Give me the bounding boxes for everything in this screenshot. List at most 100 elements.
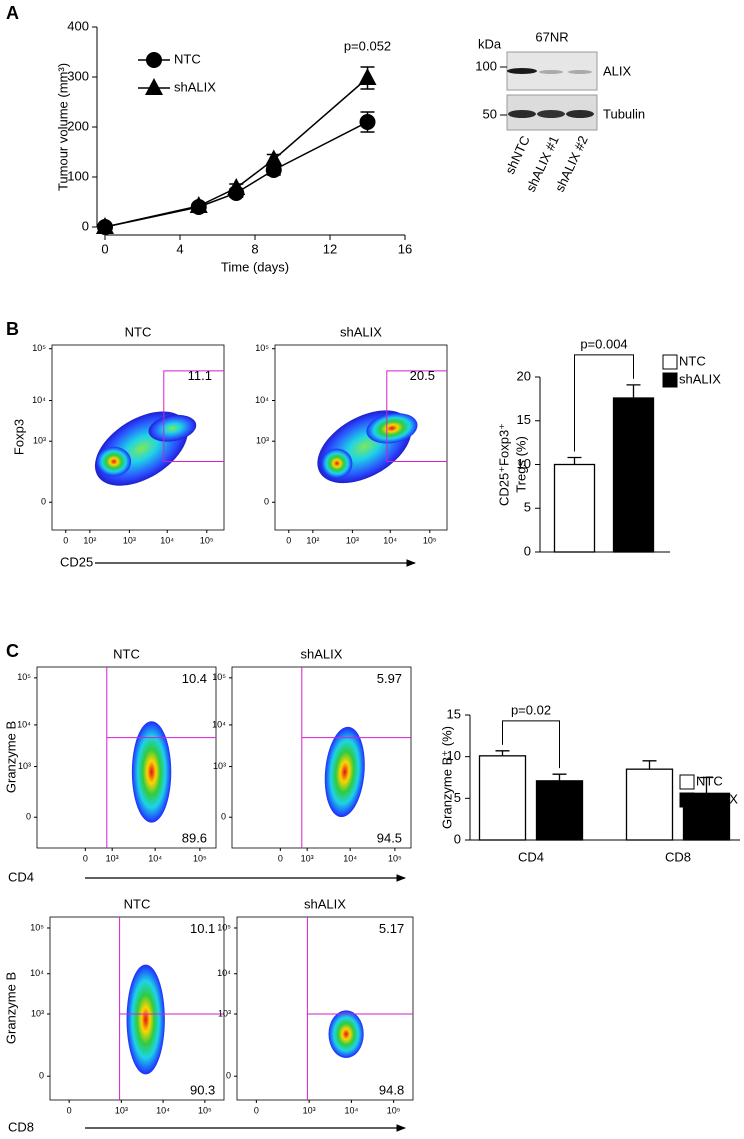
x-tick-label: 0 bbox=[101, 241, 108, 256]
plot-title: NTC bbox=[125, 324, 152, 339]
gate-percent: 5.17 bbox=[379, 921, 404, 936]
significance-bracket bbox=[574, 354, 634, 452]
gate-percent: 94.8 bbox=[379, 1082, 404, 1097]
x-tick-label: 10² bbox=[306, 535, 319, 545]
gate-percent: 10.1 bbox=[190, 921, 215, 936]
x-tick-label: 10⁴ bbox=[156, 1105, 170, 1115]
x-tick-label: 10² bbox=[83, 535, 96, 545]
plot-title: shALIX bbox=[340, 324, 382, 339]
band bbox=[566, 110, 594, 118]
legend-swatch bbox=[662, 354, 678, 370]
y-tick-label: 10⁵ bbox=[17, 672, 31, 682]
y-tick-label: 10⁵ bbox=[217, 922, 231, 932]
panel-label: C bbox=[6, 641, 19, 661]
x-tick-label: 10⁴ bbox=[148, 853, 162, 863]
gate-percent: 10.4 bbox=[182, 671, 207, 686]
error-bar bbox=[552, 773, 567, 781]
legend-label: NTC bbox=[679, 353, 706, 368]
y-tick-label: 10 bbox=[517, 456, 531, 471]
plot-title: NTC bbox=[113, 646, 140, 661]
x-tick-label: 10⁵ bbox=[387, 1105, 401, 1115]
x-tick-label: 8 bbox=[251, 241, 258, 256]
y-tick-label: 10⁵ bbox=[255, 343, 269, 353]
band bbox=[568, 70, 592, 74]
density-cloud bbox=[131, 721, 172, 823]
y-tick-label: 5 bbox=[454, 790, 461, 805]
y-axis-label: Granzyme B bbox=[3, 721, 18, 793]
y-tick-label: 10⁴ bbox=[30, 968, 44, 978]
annotation: p=0.02 bbox=[511, 702, 551, 717]
protein-label: ALIX bbox=[603, 63, 632, 78]
x-tick-label: 0 bbox=[286, 535, 291, 545]
density-cloud bbox=[96, 446, 132, 477]
x-tick-label: 0 bbox=[67, 1105, 72, 1115]
y-axis-label: Tregs (%) bbox=[513, 436, 528, 493]
legend-swatch bbox=[679, 792, 695, 808]
western-blot: kDa 67NR 100 50 ALIX Tubulin shNTC shALI… bbox=[475, 29, 645, 194]
x-tick-label: 10⁵ bbox=[423, 535, 437, 545]
protein-label: Tubulin bbox=[603, 106, 645, 121]
x-tick-label: 4 bbox=[176, 241, 183, 256]
x-tick-label: 10⁴ bbox=[343, 853, 357, 863]
y-tick-label: 10⁴ bbox=[255, 395, 269, 405]
y-axis-label: Granzyme B⁺ (%) bbox=[439, 726, 454, 829]
legend-label: NTC bbox=[174, 51, 201, 66]
y-tick-label: 10³ bbox=[31, 1008, 44, 1018]
series-line bbox=[104, 77, 368, 228]
y-tick-label: 10⁴ bbox=[17, 719, 31, 729]
y-tick-label: 15 bbox=[447, 706, 461, 721]
y-tick-label: 0 bbox=[39, 1071, 44, 1081]
band bbox=[508, 110, 536, 118]
y-tick-label: 0 bbox=[524, 543, 531, 558]
y-axis-label: Foxp3 bbox=[11, 419, 26, 455]
plot-title: shALIX bbox=[304, 896, 346, 911]
x-tick-label: 0 bbox=[254, 1105, 259, 1115]
legend-swatch bbox=[679, 774, 695, 790]
marker bbox=[146, 52, 162, 68]
series-line bbox=[104, 121, 368, 228]
y-tick-label: 10⁴ bbox=[217, 968, 231, 978]
y-tick-label: 100 bbox=[67, 168, 89, 183]
x-tick-label: CD8 bbox=[665, 849, 691, 864]
y-tick-label: 200 bbox=[67, 118, 89, 133]
y-tick-label: 5 bbox=[524, 500, 531, 515]
y-tick-label: 0 bbox=[41, 497, 46, 507]
y-tick-label: 10⁵ bbox=[32, 343, 46, 353]
y-tick-label: 10³ bbox=[33, 436, 46, 446]
y-tick-label: 10⁴ bbox=[212, 719, 226, 729]
x-axis-label: CD25 bbox=[60, 554, 93, 569]
x-axis-label: Time (days) bbox=[221, 259, 289, 274]
y-axis-label: Tumour volume (mm³) bbox=[55, 63, 70, 191]
marker bbox=[227, 178, 246, 195]
y-tick-label: 15 bbox=[517, 412, 531, 427]
bar bbox=[625, 768, 674, 841]
gate bbox=[386, 370, 447, 463]
x-tick-label: 16 bbox=[398, 241, 412, 256]
marker bbox=[358, 68, 377, 85]
marker bbox=[145, 78, 163, 95]
y-tick-label: 10³ bbox=[18, 761, 31, 771]
y-tick-label: 0 bbox=[221, 812, 226, 822]
gate-percent: 90.3 bbox=[190, 1082, 215, 1097]
density-cloud bbox=[321, 448, 353, 479]
band bbox=[537, 110, 565, 118]
marker bbox=[359, 114, 376, 130]
band bbox=[507, 68, 537, 74]
gate-percent: 11.1 bbox=[188, 368, 212, 383]
plot-title: shALIX bbox=[301, 646, 343, 661]
marker bbox=[189, 196, 208, 213]
x-axis-label: CD8 bbox=[8, 1119, 34, 1134]
annotation: p=0.004 bbox=[580, 336, 627, 351]
y-tick-label: 0 bbox=[454, 831, 461, 846]
y-axis-label: Granzyme B bbox=[3, 972, 18, 1044]
y-tick-label: 0 bbox=[26, 812, 31, 822]
x-tick-label: 10⁵ bbox=[198, 1105, 212, 1115]
error-bar bbox=[495, 750, 510, 756]
density-cloud bbox=[328, 1010, 364, 1058]
y-tick-label: 10 bbox=[447, 748, 461, 763]
legend-label: NTC bbox=[696, 773, 723, 788]
y-tick-label: 10⁴ bbox=[32, 395, 46, 405]
x-tick-label: 10³ bbox=[346, 535, 359, 545]
error-bar bbox=[567, 456, 582, 465]
